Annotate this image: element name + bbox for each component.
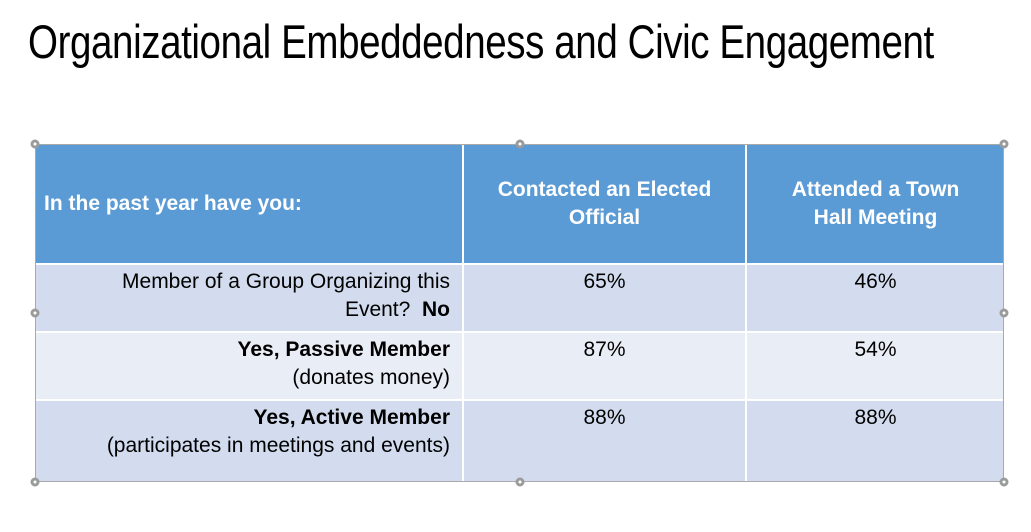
row-label-sub: (participates in meetings and events) [106, 434, 450, 457]
cell-passive-contacted[interactable]: 87% [464, 333, 745, 399]
resize-handle-bottom-right[interactable] [999, 477, 1009, 487]
row-label-sub: (donates money) [292, 366, 450, 389]
header-cell-question[interactable]: In the past year have you: [35, 144, 462, 263]
header-label: Attended a Town Hall Meeting [791, 177, 960, 229]
row-label-passive-member[interactable]: Yes, Passive Member (donates money) [35, 333, 462, 399]
resize-handle-bottom-center[interactable] [515, 477, 524, 487]
selected-table[interactable]: In the past year have you: Contacted an … [30, 139, 1009, 487]
header-label: Contacted an Elected Official [497, 177, 712, 229]
row-label-not-member[interactable]: Member of a Group Organizing this Event?… [35, 265, 462, 331]
row-label-bold: No [422, 298, 450, 321]
header-cell-contacted-official[interactable]: Contacted an Elected Official [464, 144, 745, 263]
resize-handle-top-right[interactable] [999, 139, 1009, 149]
resize-handle-top-left[interactable] [30, 139, 40, 149]
row-label-bold: Yes, Active Member [253, 406, 451, 429]
slide-title[interactable]: Organizational Embeddedness and Civic En… [28, 15, 934, 68]
resize-handle-bottom-left[interactable] [30, 477, 40, 487]
header-cell-town-hall[interactable]: Attended a Town Hall Meeting [747, 144, 1004, 263]
cell-active-contacted[interactable]: 88% [464, 401, 745, 482]
resize-handle-top-center[interactable] [515, 139, 524, 149]
cell-active-attended[interactable]: 88% [747, 401, 1004, 482]
civic-engagement-table: In the past year have you: Contacted an … [35, 144, 1004, 482]
cell-not-member-attended[interactable]: 46% [747, 265, 1004, 331]
row-label-bold: Yes, Passive Member [237, 338, 450, 361]
cell-passive-attended[interactable]: 54% [747, 333, 1004, 399]
row-label-active-member[interactable]: Yes, Active Member (participates in meet… [35, 401, 462, 482]
resize-handle-middle-right[interactable] [999, 308, 1009, 318]
row-label-text: Yes, Active Member (participates in meet… [107, 404, 450, 460]
cell-not-member-contacted[interactable]: 65% [464, 265, 745, 331]
row-label-regular: Member of a Group Organizing this Event? [122, 270, 450, 321]
row-label-text: Yes, Passive Member (donates money) [238, 336, 450, 392]
resize-handle-middle-left[interactable] [30, 308, 40, 318]
row-label-text: Member of a Group Organizing this Event?… [80, 268, 450, 324]
